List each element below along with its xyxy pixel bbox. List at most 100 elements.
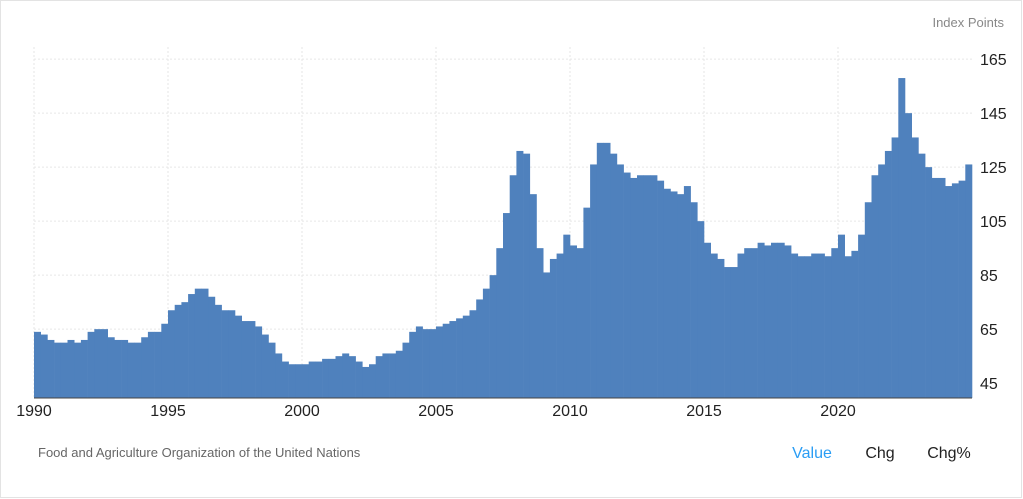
bar (54, 342, 62, 398)
bar (851, 250, 859, 398)
tab-chg-pct[interactable]: Chg% (927, 445, 971, 462)
bar (436, 326, 443, 398)
bar (590, 164, 598, 398)
bar (288, 364, 296, 398)
bar (824, 256, 832, 398)
x-tick-label: 1995 (150, 403, 186, 420)
bar (630, 177, 638, 398)
bar (248, 321, 256, 398)
bar (704, 242, 711, 398)
bar (864, 202, 872, 398)
bar (261, 334, 269, 398)
bar (858, 234, 866, 398)
bar (181, 302, 189, 398)
bar (87, 331, 95, 398)
bar (690, 202, 698, 398)
bar (469, 310, 477, 398)
bar (583, 207, 591, 398)
bar (422, 329, 430, 398)
x-tick-label: 1990 (16, 403, 52, 420)
bar (637, 175, 644, 398)
bar (730, 267, 738, 398)
bar (831, 248, 839, 398)
bar (509, 175, 517, 398)
y-tick-label: 165 (980, 52, 1007, 69)
bar (214, 304, 222, 398)
bar (295, 364, 303, 398)
bar (817, 253, 825, 398)
bar (188, 294, 196, 398)
bar (811, 253, 819, 398)
bar (496, 248, 504, 398)
tab-chg[interactable]: Chg (865, 445, 894, 462)
bar (516, 150, 524, 398)
bar (127, 342, 135, 398)
bar (898, 78, 906, 399)
bar (697, 221, 705, 398)
bar (335, 356, 343, 398)
x-tick-label: 2005 (418, 403, 454, 420)
bar (348, 356, 356, 398)
bar (797, 256, 805, 398)
bar (905, 113, 912, 399)
bar (764, 245, 772, 398)
bar (643, 175, 651, 398)
bar (844, 256, 852, 398)
bar (891, 137, 899, 398)
bar (563, 234, 571, 398)
bar (107, 337, 115, 398)
bar (60, 342, 68, 398)
bar (268, 342, 276, 398)
bar (710, 253, 718, 398)
y-tick-label: 105 (980, 214, 1007, 231)
bar (74, 342, 82, 398)
bar (395, 350, 403, 398)
source: Food and Agriculture Organization of the… (38, 445, 361, 460)
bar (161, 323, 169, 398)
bar (328, 358, 336, 398)
bar (355, 361, 363, 398)
bar (677, 194, 685, 398)
y-tick-label: 145 (980, 106, 1007, 123)
bar (409, 331, 417, 398)
bar (382, 353, 390, 398)
bar (342, 353, 350, 398)
bar (201, 288, 209, 398)
bar (737, 253, 745, 398)
bar (556, 253, 564, 398)
bar (34, 331, 41, 398)
bar (610, 153, 618, 398)
bar (777, 242, 785, 398)
bar (744, 248, 752, 398)
bar (931, 177, 939, 398)
bar (482, 288, 490, 398)
bar (623, 172, 631, 398)
bar (462, 315, 470, 398)
bar (838, 234, 845, 398)
bar (938, 177, 946, 398)
bar (951, 183, 959, 398)
bar (958, 180, 966, 398)
bar (603, 142, 611, 398)
bar (121, 339, 129, 398)
tab-value[interactable]: Value (792, 445, 832, 462)
bar (147, 331, 155, 398)
x-tick-label: 2020 (820, 403, 856, 420)
bar (596, 142, 604, 398)
bar (871, 175, 879, 398)
bar (302, 364, 309, 398)
bar (141, 337, 149, 398)
bar (322, 358, 330, 398)
bar (945, 186, 953, 398)
bar (489, 275, 497, 398)
bar (442, 323, 450, 398)
bar (476, 299, 484, 398)
bar (67, 339, 75, 398)
bar (449, 321, 457, 398)
bar (375, 356, 383, 398)
bar (134, 342, 142, 398)
bar (281, 361, 289, 398)
bar (315, 361, 323, 398)
bar (94, 329, 102, 398)
